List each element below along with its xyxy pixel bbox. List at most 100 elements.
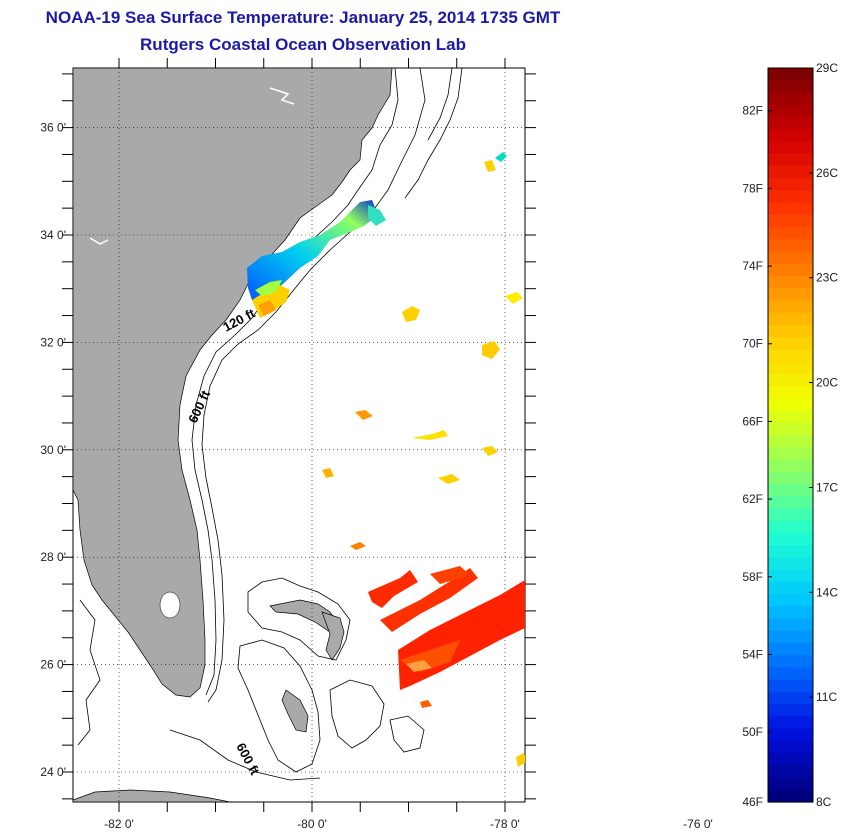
- colorbar-band: [768, 520, 813, 534]
- colorbar-band: [768, 202, 813, 216]
- colorbar-f-label: 54F: [742, 647, 763, 661]
- map-title: NOAA-19 Sea Surface Temperature: January…: [45, 8, 561, 27]
- land-cuba: [73, 789, 231, 802]
- map-subtitle: Rutgers Coastal Ocean Observation Lab: [140, 35, 466, 54]
- colorbar-band: [768, 263, 813, 277]
- colorbar-c-label: 26C: [816, 166, 838, 180]
- colorbar-band: [768, 92, 813, 106]
- colorbar-band: [768, 606, 813, 620]
- colorbar-band: [768, 471, 813, 485]
- colorbar-band: [768, 691, 813, 705]
- colorbar-band: [768, 349, 813, 363]
- colorbar-band: [768, 178, 813, 191]
- colorbar-band: [768, 165, 813, 179]
- colorbar-band: [768, 275, 813, 289]
- colorbar-band: [768, 288, 813, 302]
- colorbar-c-label: 8C: [816, 795, 832, 809]
- lat-label: 30 0': [40, 443, 66, 457]
- colorbar-band: [768, 337, 813, 350]
- colorbar-band: [768, 239, 813, 253]
- colorbar-band: [768, 532, 813, 546]
- colorbar-c-label: 20C: [816, 376, 838, 390]
- colorbar-band: [768, 116, 813, 130]
- colorbar-band: [768, 765, 813, 779]
- colorbar-c-label: 23C: [816, 271, 838, 285]
- colorbar-band: [768, 728, 813, 742]
- longitude-labels: -82 0'-80 0'-78 0'-76 0'-74 0': [104, 817, 713, 831]
- colorbar-band: [768, 655, 813, 669]
- sst-patch-warm-north: [368, 570, 418, 608]
- colorbar-band: [768, 630, 813, 644]
- axis-ticks: [62, 58, 536, 812]
- colorbar-band: [768, 704, 813, 717]
- colorbar-f-label: 82F: [742, 104, 763, 118]
- colorbar-band: [768, 104, 813, 118]
- colorbar-f-label: 66F: [742, 414, 763, 428]
- colorbar-band: [768, 398, 813, 412]
- colorbar-band: [768, 667, 813, 681]
- colorbar-band: [768, 410, 813, 424]
- colorbar-band: [768, 300, 813, 314]
- colorbar-f-label: 58F: [742, 570, 763, 584]
- contour-600ft: [201, 68, 426, 703]
- land-abaco: [321, 611, 345, 661]
- colorbar-band: [768, 716, 813, 730]
- colorbar-band: [768, 190, 813, 204]
- colorbar-band: [768, 373, 813, 387]
- colorbar-band: [768, 153, 813, 167]
- colorbar-band: [768, 679, 813, 693]
- colorbar-band: [768, 557, 813, 571]
- land-andros: [281, 689, 309, 733]
- colorbar-band: [768, 642, 813, 656]
- lon-label: -76 0': [683, 817, 713, 831]
- latitude-labels: 36 0' 34 0' 32 0' 30 0' 28 0' 26 0' 24 0': [40, 121, 66, 779]
- sst-patch-cold-shelf: [247, 200, 378, 304]
- lat-label: 34 0': [40, 228, 66, 242]
- colorbar-band: [768, 214, 813, 228]
- colorbar-f-label: 62F: [742, 492, 763, 506]
- colorbar-band: [768, 324, 813, 338]
- colorbar-band: [768, 227, 813, 240]
- colorbar-band: [768, 129, 813, 142]
- lat-label: 24 0': [40, 765, 66, 779]
- colorbar-band: [768, 435, 813, 448]
- colorbar-band: [768, 141, 813, 155]
- colorbar-band: [768, 361, 813, 375]
- colorbar-band: [768, 386, 813, 399]
- colorbar-f-label: 70F: [742, 337, 763, 351]
- colorbar-f-label: 46F: [742, 795, 763, 809]
- land-us-mainland: [73, 68, 393, 698]
- colorbar-c-label: 11C: [816, 690, 837, 704]
- colorbar-band: [768, 447, 813, 461]
- lon-label: -80 0': [297, 817, 327, 831]
- colorbar-band: [768, 569, 813, 583]
- colorbar-band: [768, 496, 813, 509]
- lon-label: -78 0': [490, 817, 520, 831]
- contour-120ft: [191, 68, 399, 696]
- colorbar-band: [768, 508, 813, 522]
- sst-data-layer: [247, 152, 525, 767]
- colorbar-band: [768, 753, 813, 766]
- colorbar-band: [768, 68, 813, 81]
- colorbar-fahrenheit-labels: 82F 78F 74F 70F 66F 62F 58F 54F 50F 46F: [742, 104, 772, 809]
- colorbar-f-label: 74F: [742, 259, 763, 273]
- lat-label: 36 0': [40, 121, 66, 135]
- colorbar-band: [768, 740, 813, 754]
- lat-label: 28 0': [40, 550, 66, 564]
- colorbar-band: [768, 80, 813, 94]
- colorbar-band: [768, 459, 813, 473]
- colorbar-band: [768, 545, 813, 558]
- colorbar-band: [768, 483, 813, 497]
- colorbar-band: [768, 422, 813, 436]
- colorbar-band: [768, 618, 813, 632]
- colorbar-c-label: 14C: [816, 585, 838, 599]
- colorbar-band: [768, 789, 813, 803]
- colorbar-celsius-labels: 29C 26C 23C 20C 17C 14C 11C 8C: [809, 61, 838, 809]
- lat-label: 26 0': [40, 658, 66, 672]
- colorbar: 82F 78F 74F 70F 66F 62F 58F 54F 50F 46F 29C 26C 23C…: [742, 61, 838, 809]
- colorbar-frame: [767, 67, 814, 803]
- colorbar-c-label: 17C: [816, 480, 838, 494]
- colorbar-band: [768, 777, 813, 791]
- lat-label: 32 0': [40, 335, 66, 349]
